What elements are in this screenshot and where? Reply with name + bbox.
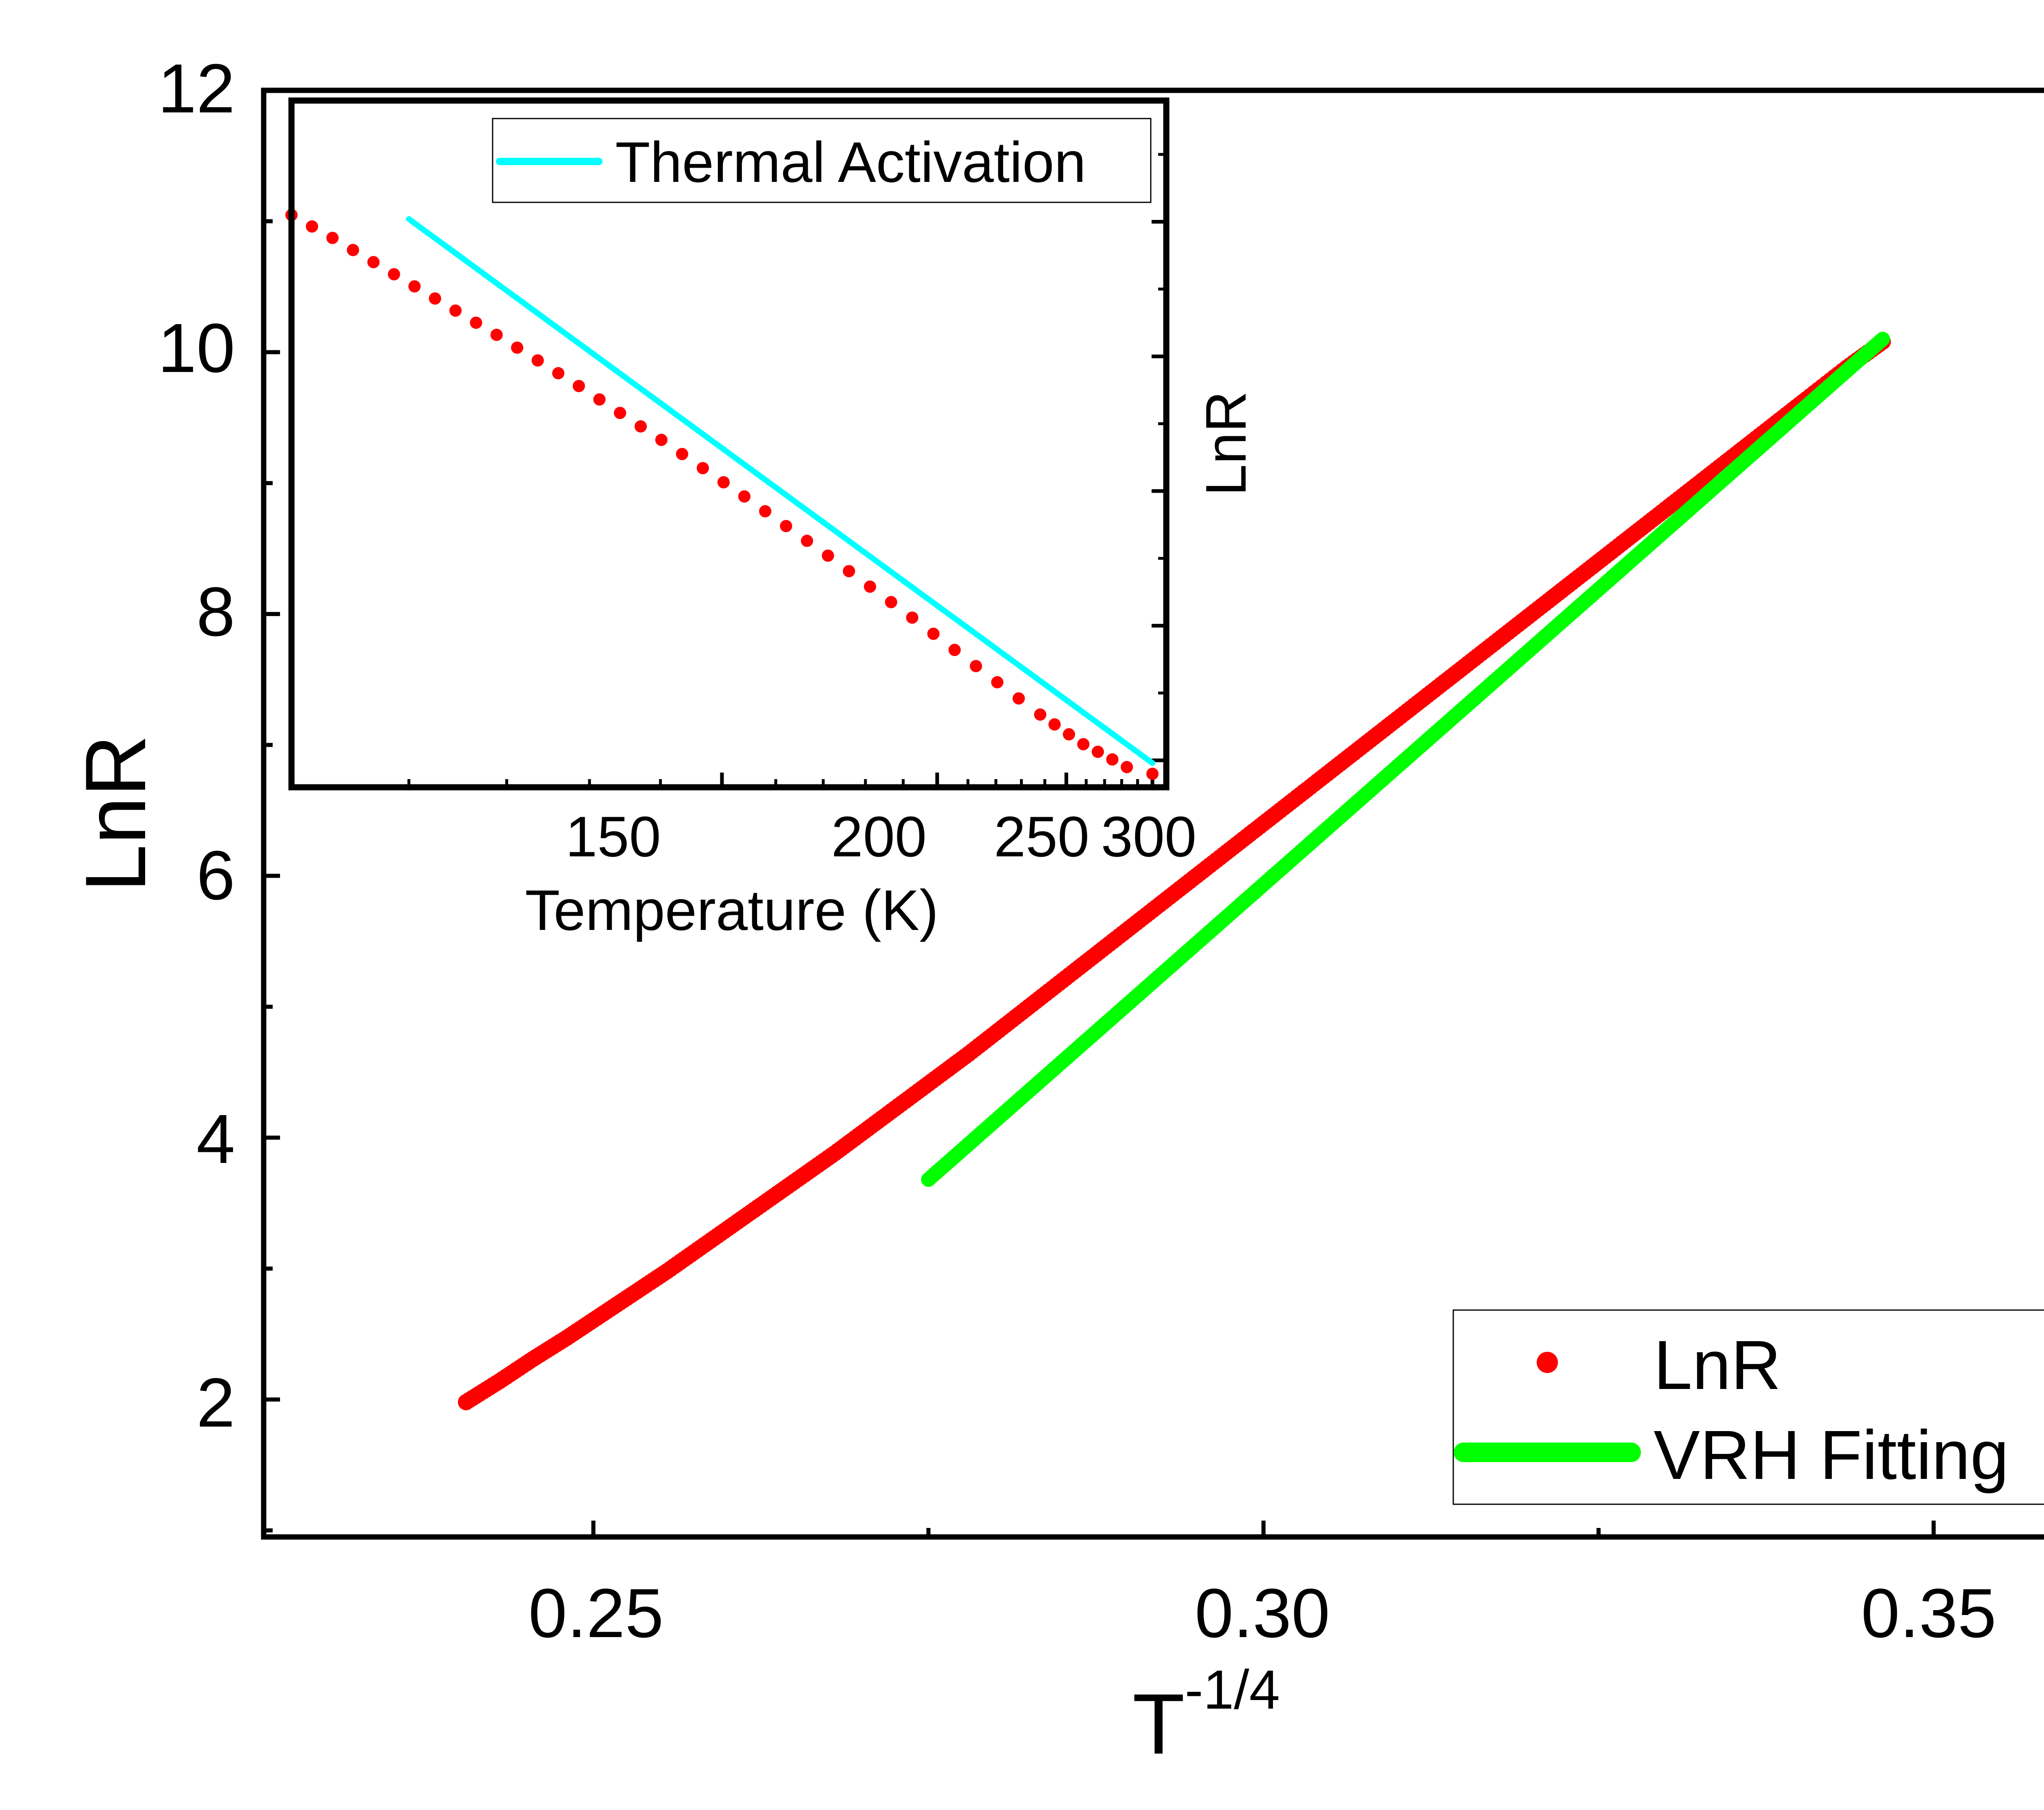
inset-lnr-data-point <box>697 462 709 475</box>
inset-lnr-data-point <box>970 660 982 672</box>
main-data-points <box>458 333 1891 1411</box>
main-chart: 2 4 6 8 10 12 0.25 0.30 0.35 T-1/4 LnR L… <box>67 50 2044 1772</box>
inset-lnr-data-point <box>367 256 380 269</box>
inset-lnr-data-point <box>906 611 919 624</box>
inset-legend: Thermal Activation <box>492 118 1152 203</box>
main-y-tick-label: 6 <box>196 837 235 914</box>
inset-lnr-data-point <box>948 644 961 656</box>
inset-lnr-data-point <box>572 380 585 392</box>
inset-lnr-data-point <box>449 304 462 317</box>
inset-lnr-data-point <box>1034 708 1047 721</box>
inset-x-tick-label: 250 <box>994 804 1089 869</box>
inset-fit-line <box>406 216 1156 766</box>
inset-lnr-data-point <box>490 329 503 341</box>
main-fit-line <box>921 332 1890 1187</box>
inset-lnr-data-point <box>927 627 940 640</box>
inset-lnr-data-point <box>1146 768 1159 780</box>
inset-x-tick-label: 300 <box>1101 804 1197 869</box>
inset-lnr-data-point <box>634 420 647 433</box>
vrh-fit-line <box>921 332 1890 1187</box>
inset-lnr-data-point <box>306 220 318 233</box>
main-legend: LnR VRH Fitting <box>1452 1309 2044 1505</box>
inset-lnr-data-point <box>759 505 771 517</box>
inset-lnr-data-point <box>1077 738 1090 750</box>
inset-lnr-data-point <box>531 354 544 367</box>
inset-lnr-data-point <box>347 244 359 256</box>
inset-lnr-data-point <box>1091 746 1104 758</box>
inset-lnr-data-point <box>1121 761 1133 773</box>
inset-lnr-data-point <box>864 580 876 593</box>
main-y-tick-label: 2 <box>196 1364 235 1442</box>
inset-lnr-data-point <box>1106 753 1118 766</box>
inset-lnr-data-point <box>655 434 668 446</box>
inset-x-tick-label: 200 <box>831 804 927 869</box>
main-y-tick-label: 10 <box>158 309 235 387</box>
inset-lnr-data-point <box>1062 728 1075 741</box>
inset-lnr-data-point <box>326 232 339 244</box>
inset-lnr-data-point <box>991 676 1004 689</box>
inset-lnr-data-point <box>885 596 897 609</box>
main-x-axis-label-superscript: -1/4 <box>1185 1659 1280 1720</box>
inset-lnr-data-point <box>593 393 606 406</box>
inset-lnr-data-point <box>614 407 626 419</box>
inset-lnr-data-point <box>429 292 442 305</box>
main-x-tick-label: 0.30 <box>1195 1575 1330 1652</box>
main-x-axis-label: T-1/4 <box>1132 1659 1280 1772</box>
inset-y-axis-label: LnR <box>1194 391 1258 496</box>
thermal-activation-line <box>406 216 1156 766</box>
inset-lnr-data-point <box>1048 718 1061 731</box>
main-y-tick-label: 4 <box>196 1100 235 1178</box>
inset-lnr-data-point <box>408 280 421 293</box>
inset-lnr-data-point <box>676 448 688 460</box>
inset-x-tick-label: 150 <box>565 804 661 869</box>
inset-lnr-data-point <box>822 549 834 562</box>
inset-lnr-data-point <box>388 268 400 280</box>
inset-chart: 150 200 250 300 Temperature (K) LnR Ther… <box>285 97 1258 942</box>
legend-label-lnr: LnR <box>1654 1326 1781 1404</box>
main-plot-frame <box>261 87 2044 1540</box>
inset-lnr-data-point <box>738 490 751 503</box>
main-y-axis-label: LnR <box>67 735 164 892</box>
main-legend-box <box>1452 1309 2044 1505</box>
main-x-tick-label: 0.25 <box>529 1575 664 1652</box>
inset-lnr-data-point <box>717 476 730 488</box>
legend-label-vrh: VRH Fitting <box>1654 1416 2009 1494</box>
inset-lnr-data-point <box>843 565 855 578</box>
inset-lnr-data-point <box>801 535 814 547</box>
inset-lnr-data-point <box>1012 692 1025 705</box>
inset-x-axis-label: Temperature (K) <box>525 878 938 942</box>
main-x-axis-label-base: T <box>1132 1676 1185 1772</box>
inset-lnr-data-point <box>552 367 565 380</box>
main-y-tick-label: 12 <box>158 50 235 128</box>
legend-marker-lnr <box>1537 1352 1558 1373</box>
inset-lnr-data-point <box>780 520 792 532</box>
inset-lnr-data-point <box>511 341 524 354</box>
main-y-tick-label: 8 <box>196 573 235 651</box>
main-x-tick-label: 0.35 <box>1861 1575 1997 1652</box>
legend-label-thermal: Thermal Activation <box>615 130 1086 194</box>
inset-lnr-data-point <box>470 316 482 329</box>
inset-plot-frame <box>288 97 1170 791</box>
